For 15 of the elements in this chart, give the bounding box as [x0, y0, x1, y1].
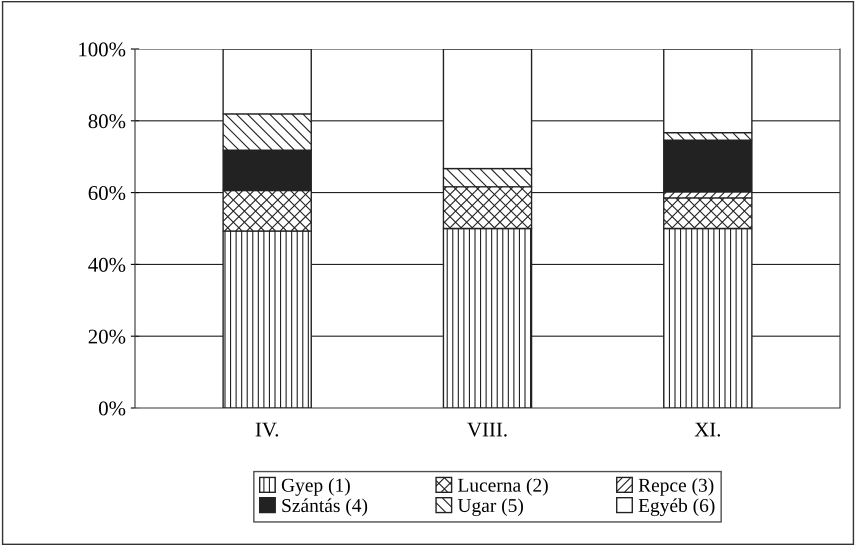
y-tick-label: 80%	[88, 114, 126, 128]
x-tick-label: IV.	[256, 422, 278, 437]
legend-label: Szántás (4)	[282, 498, 368, 516]
legend-label: Gyep (1)	[282, 478, 350, 496]
legend-label: Ugar (5)	[458, 498, 523, 516]
y-tick-label: 20%	[88, 330, 126, 344]
x-tick-label: XI.	[694, 422, 720, 437]
y-tick-label: 60%	[88, 186, 126, 200]
y-tick-label: 100%	[79, 42, 126, 56]
legend-label: Repce (3)	[638, 478, 714, 496]
legend-label: Lucerna (2)	[458, 478, 548, 496]
x-tick-label: VIII.	[467, 422, 507, 437]
legend-label: Egyéb (6)	[638, 498, 714, 516]
y-tick-label: 40%	[88, 258, 126, 272]
y-tick-label: 0%	[98, 401, 126, 416]
